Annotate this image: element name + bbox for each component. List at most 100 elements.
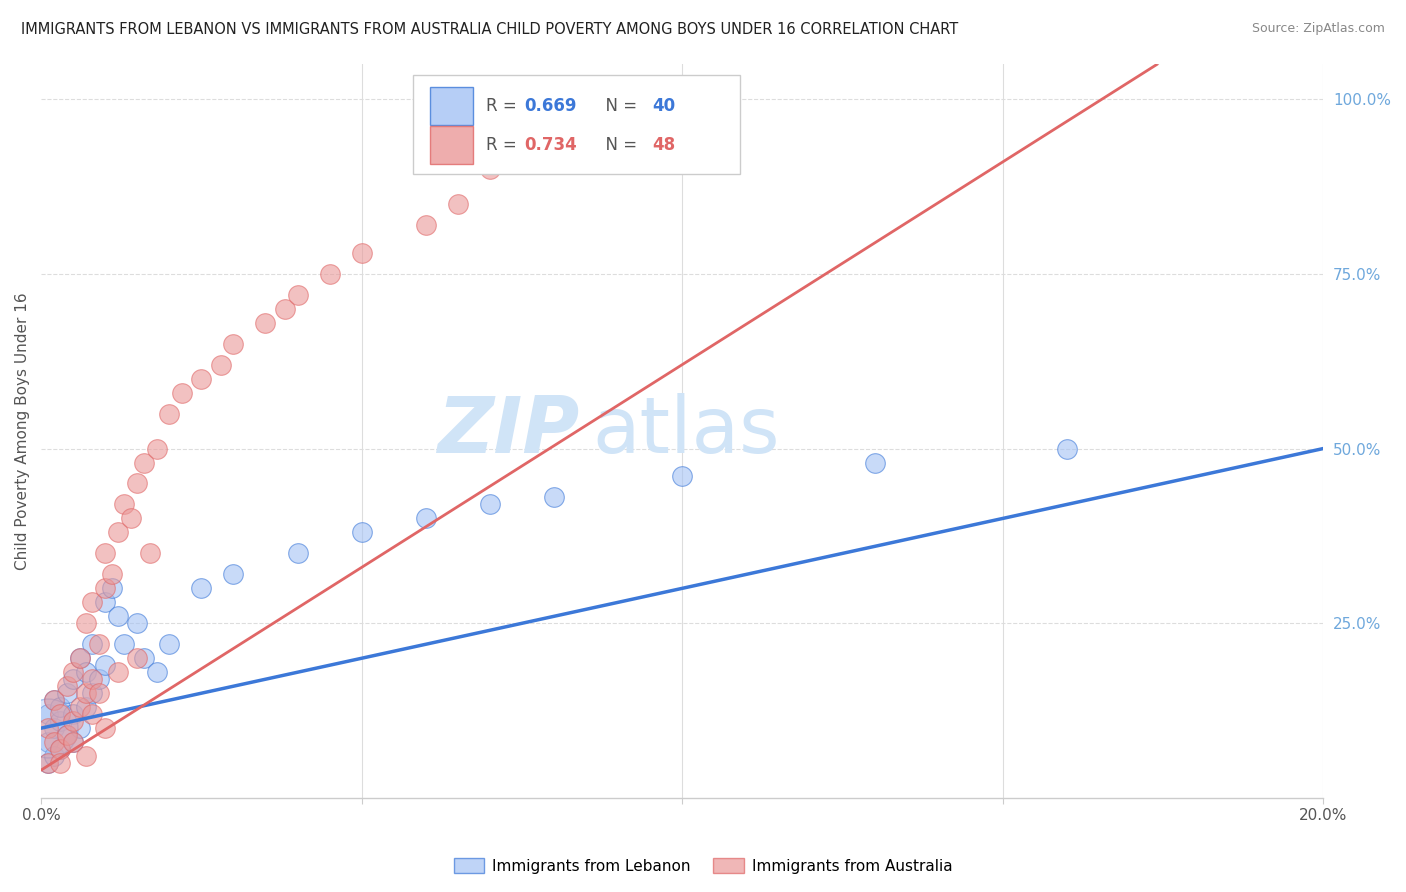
Point: [145, 442, 167, 456]
Point: [75, 686, 97, 700]
Point: [139, 546, 162, 560]
Point: [114, 498, 136, 512]
Point: [254, 316, 277, 330]
Point: [37, 721, 59, 735]
Point: [75, 749, 97, 764]
Point: [478, 498, 501, 512]
Point: [42, 735, 65, 749]
Point: [62, 665, 84, 680]
Point: [42, 693, 65, 707]
Point: [209, 358, 232, 372]
Point: [55, 728, 77, 742]
Point: [55, 728, 77, 742]
Point: [478, 161, 501, 176]
Point: [49, 756, 72, 771]
Point: [87, 686, 110, 700]
Point: [49, 707, 72, 722]
Legend: Immigrants from Lebanon, Immigrants from Australia: Immigrants from Lebanon, Immigrants from…: [447, 852, 959, 880]
FancyBboxPatch shape: [430, 87, 474, 126]
Point: [62, 735, 84, 749]
Point: [94, 546, 117, 560]
Text: 48: 48: [652, 136, 676, 153]
Point: [94, 721, 117, 735]
Point: [37, 721, 59, 735]
Text: 0.734: 0.734: [524, 136, 578, 153]
Point: [287, 287, 309, 301]
Point: [82, 707, 104, 722]
Point: [82, 672, 104, 686]
Point: [863, 456, 886, 470]
Point: [145, 665, 167, 680]
Text: N =: N =: [595, 136, 643, 153]
Point: [37, 756, 59, 771]
Point: [132, 651, 155, 665]
Point: [287, 546, 309, 560]
Point: [49, 742, 72, 756]
Point: [49, 742, 72, 756]
Text: N =: N =: [595, 97, 643, 115]
Point: [190, 371, 212, 385]
Point: [107, 665, 129, 680]
Point: [127, 616, 149, 631]
Text: 40: 40: [652, 97, 676, 115]
Point: [100, 567, 122, 582]
Point: [82, 595, 104, 609]
Point: [543, 491, 565, 505]
Point: [222, 336, 245, 351]
Point: [114, 637, 136, 651]
Point: [120, 511, 142, 525]
FancyBboxPatch shape: [430, 126, 474, 164]
Point: [82, 637, 104, 651]
Point: [55, 686, 77, 700]
Text: atlas: atlas: [592, 393, 780, 469]
Point: [94, 582, 117, 596]
Point: [62, 672, 84, 686]
Text: 0.669: 0.669: [524, 97, 576, 115]
Point: [55, 679, 77, 693]
Point: [42, 749, 65, 764]
Point: [671, 469, 693, 483]
Point: [107, 609, 129, 624]
Point: [69, 721, 91, 735]
Point: [415, 218, 437, 232]
Point: [62, 707, 84, 722]
Text: R =: R =: [486, 97, 522, 115]
Point: [37, 707, 59, 722]
Point: [1056, 442, 1078, 456]
Point: [132, 456, 155, 470]
Point: [274, 301, 297, 316]
Point: [100, 582, 122, 596]
Point: [37, 756, 59, 771]
Text: Source: ZipAtlas.com: Source: ZipAtlas.com: [1251, 22, 1385, 36]
Point: [222, 567, 245, 582]
Text: R =: R =: [486, 136, 522, 153]
Text: IMMIGRANTS FROM LEBANON VS IMMIGRANTS FROM AUSTRALIA CHILD POVERTY AMONG BOYS UN: IMMIGRANTS FROM LEBANON VS IMMIGRANTS FR…: [21, 22, 959, 37]
Point: [69, 651, 91, 665]
Point: [49, 700, 72, 714]
Point: [69, 651, 91, 665]
Point: [87, 637, 110, 651]
Point: [107, 525, 129, 540]
Y-axis label: Child Poverty Among Boys Under 16: Child Poverty Among Boys Under 16: [15, 293, 30, 570]
Point: [447, 197, 470, 211]
Point: [75, 700, 97, 714]
Point: [190, 582, 212, 596]
Point: [157, 637, 180, 651]
Point: [62, 714, 84, 728]
Point: [94, 595, 117, 609]
Point: [82, 686, 104, 700]
Point: [94, 658, 117, 673]
Point: [49, 714, 72, 728]
Point: [75, 616, 97, 631]
Point: [415, 511, 437, 525]
Point: [127, 651, 149, 665]
Point: [350, 525, 373, 540]
Point: [87, 672, 110, 686]
Point: [37, 735, 59, 749]
Point: [42, 721, 65, 735]
Point: [157, 407, 180, 421]
Point: [172, 385, 194, 400]
Text: ZIP: ZIP: [437, 393, 579, 469]
Point: [42, 693, 65, 707]
Point: [62, 735, 84, 749]
